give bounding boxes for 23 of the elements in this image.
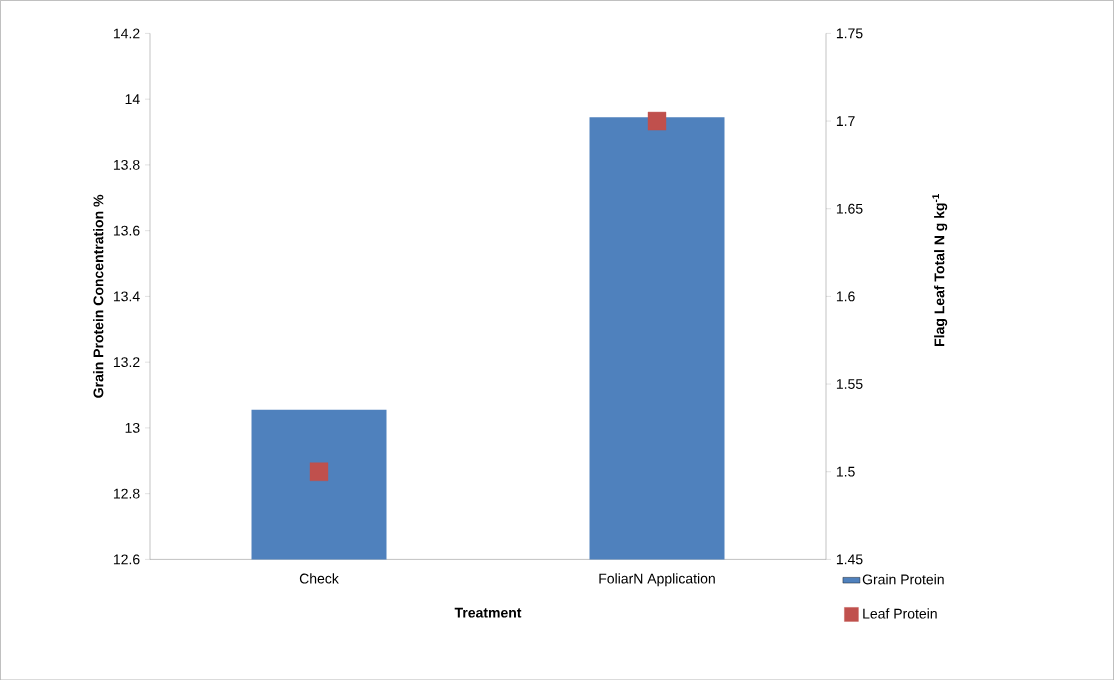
y-tick-label: 13.2: [113, 356, 140, 367]
legend-label: Leaf Protein: [863, 608, 937, 619]
y-axis-title: Grain Protein Concentration %: [93, 194, 104, 398]
y-tick-label: 14: [125, 94, 140, 104]
y2-tick-label: 1.45: [836, 554, 863, 565]
y-tick-label: 12.6: [113, 554, 140, 565]
y2-tick-label: 1.5: [836, 466, 855, 477]
y-tick-label: 12.8: [113, 488, 140, 499]
y2-tick-label: 1.55: [836, 379, 863, 389]
y-tick-label: 13: [125, 422, 140, 433]
y-tick-label: 13.4: [113, 291, 140, 302]
y-tick-label: 13.6: [113, 225, 140, 236]
y-tick-label: 13.8: [113, 159, 140, 170]
y2-axis-title: Flag Leaf Total N g kg$^{-1}$: [932, 193, 948, 346]
y2-tick-label: 1.75: [836, 28, 863, 39]
y-tick-label: 14.2: [113, 28, 140, 39]
legend-label: Grain Protein: [862, 573, 944, 585]
x-tick-label: Check: [299, 573, 339, 584]
x-axis-title: Treatment: [454, 607, 522, 618]
x-tick-label: FoliarN Application: [599, 573, 715, 587]
y2-tick-label: 1.65: [836, 203, 863, 214]
y2-tick-label: 1.7: [836, 116, 855, 126]
y2-tick-label: 1.6: [836, 291, 855, 302]
